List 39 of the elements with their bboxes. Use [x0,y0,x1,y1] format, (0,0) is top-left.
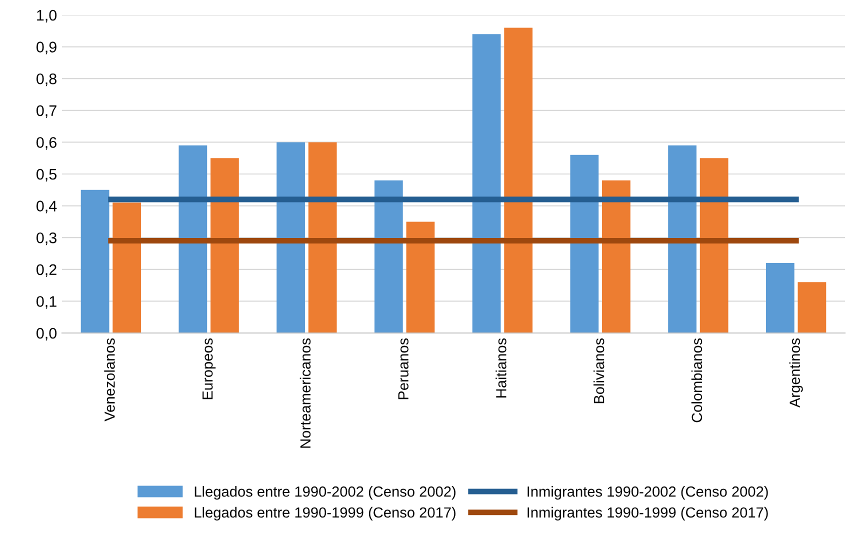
x-tick-label: Colombianos [691,338,702,422]
y-tick-label: 1,0 [37,10,57,22]
bar [766,263,794,333]
bar [700,158,728,333]
bar [798,282,826,333]
bar [80,190,110,333]
bar [472,34,501,333]
bar [570,154,599,333]
y-tick-label: 0,1 [36,296,56,309]
y-tick-label: 0,2 [36,264,56,277]
bar [178,145,208,333]
bar [504,28,533,333]
x-tick-label: Haitianos [496,338,506,398]
x-tick-label: Norteamericanos [300,338,311,448]
x-tick-label: Europeos [202,338,216,400]
bar [374,180,403,333]
y-tick-label: 0,3 [36,232,56,246]
x-tick-label: Bolivianos [594,338,604,404]
bar [112,202,142,333]
x-tick-label: Venezolanos [104,338,115,422]
legend-label: Llegados entre 1990-1999 (Censo 2017) [194,506,456,521]
bar [210,158,239,333]
y-tick-label: 0,7 [36,105,56,118]
bar [668,145,696,333]
y-tick-label: 0,5 [36,168,56,182]
y-tick-label: 0,0 [36,328,57,340]
x-tick-label: Argentinos [789,338,803,408]
y-tick-label: 0,4 [36,200,57,214]
x-tick-label: Peruanos [398,338,408,400]
bar [602,180,630,333]
legend-label: Inmigrantes 1990-1999 (Censo 2017) [528,506,768,521]
bar [308,142,337,333]
legend-label: Llegados entre 1990-2002 (Censo 2002) [194,486,456,500]
y-tick-label: 0,8 [36,73,56,86]
bar [406,222,435,333]
legend-label: Inmigrantes 1990-2002 (Censo 2002) [528,486,768,500]
bar [276,142,305,333]
y-tick-label: 0,6 [36,137,56,150]
y-tick-label: 0,9 [36,42,56,54]
